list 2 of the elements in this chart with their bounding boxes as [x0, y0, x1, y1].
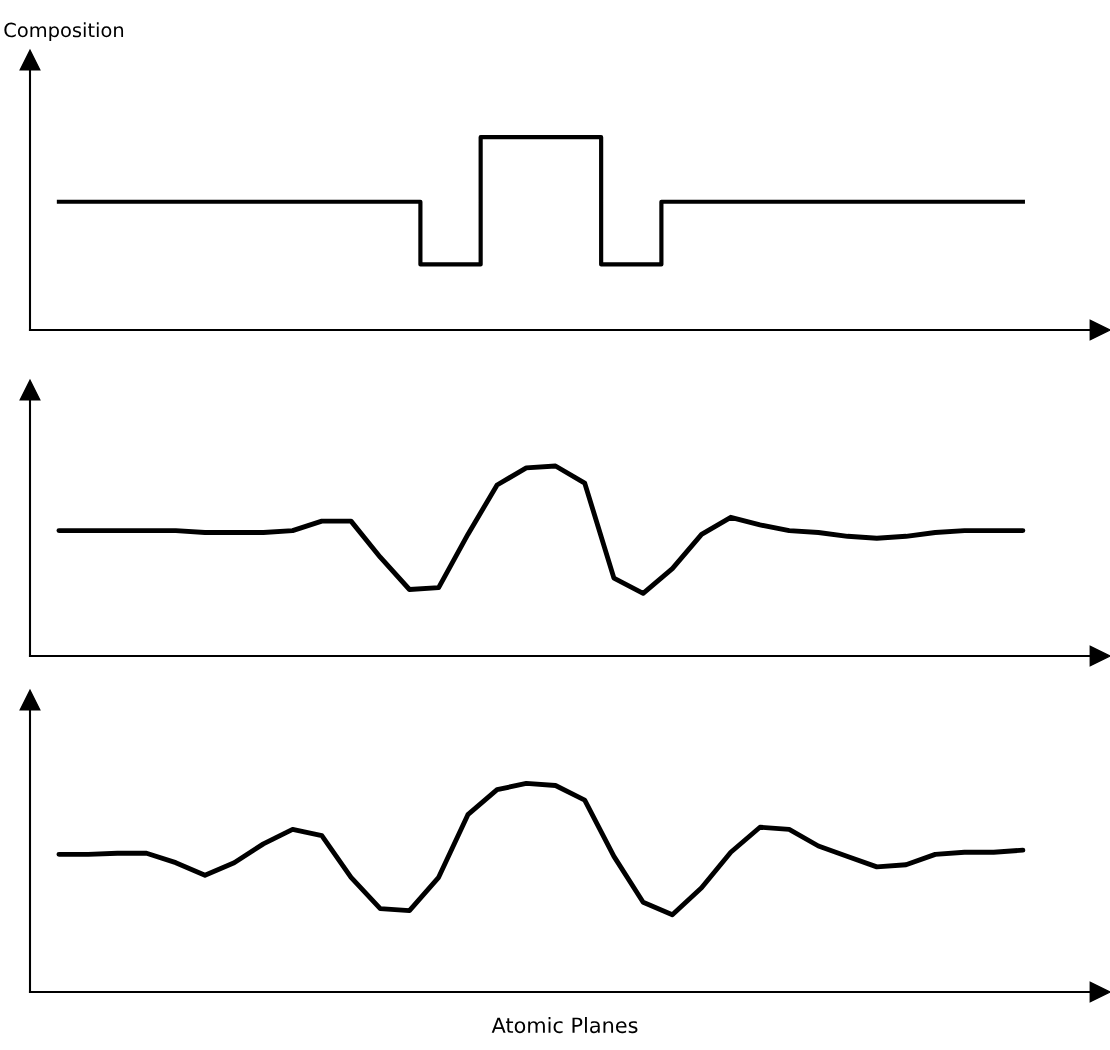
- x-axis-title: Atomic Planes: [491, 1017, 638, 1034]
- y-axis-title: Composition: [4, 22, 124, 42]
